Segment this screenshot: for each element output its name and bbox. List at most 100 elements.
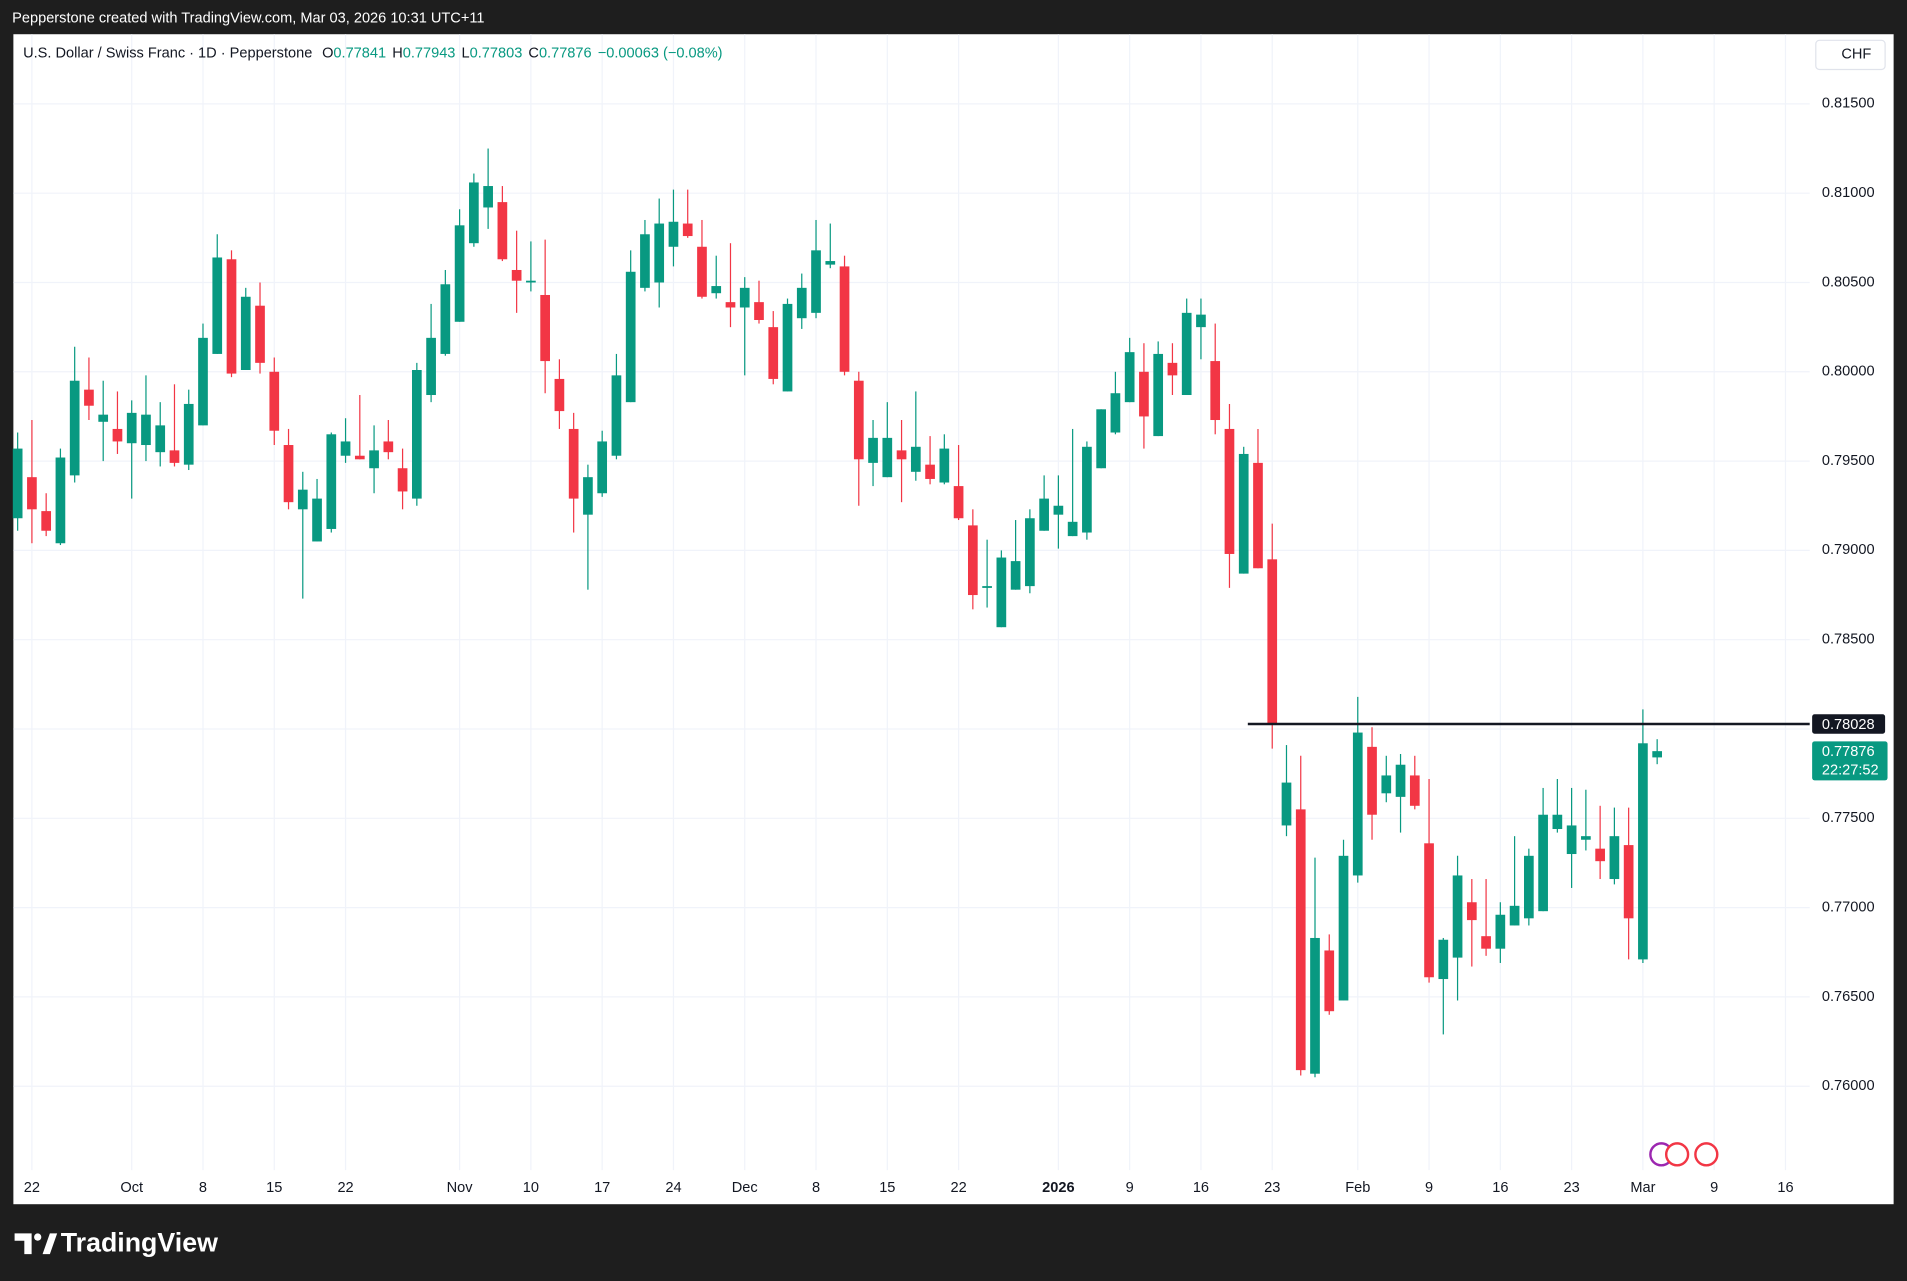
candle-body <box>1067 521 1078 537</box>
candle-body <box>1139 371 1149 417</box>
candle-body <box>839 266 850 372</box>
candle-body <box>910 446 921 472</box>
candle-body <box>155 425 166 453</box>
x-tick-label: 22 <box>337 1180 353 1196</box>
price-label: 0.77876 <box>1822 744 1875 760</box>
symbol: U.S. Dollar / Swiss Franc · 1D · Peppers… <box>23 46 312 62</box>
candle-body <box>1367 746 1377 815</box>
candle-body <box>226 259 237 374</box>
candle-body <box>283 445 294 503</box>
candle-body <box>1224 428 1235 554</box>
candle-body <box>1324 950 1335 1012</box>
candle-body <box>1196 314 1206 328</box>
candle-body <box>183 403 194 465</box>
x-tick-label: Nov <box>447 1180 474 1196</box>
candle-body <box>1638 743 1648 960</box>
candle-body <box>1566 825 1577 855</box>
x-tick-label: 16 <box>1777 1180 1793 1196</box>
candle-body <box>126 412 137 444</box>
x-tick-label: 2026 <box>1042 1180 1074 1196</box>
candle-body <box>1238 453 1249 574</box>
candle-body <box>996 557 1007 628</box>
candle-body <box>1096 409 1107 469</box>
y-tick-label: 0.79500 <box>1822 453 1875 469</box>
candle-body <box>297 489 308 510</box>
candle-body <box>354 455 365 460</box>
brand: TradingView <box>61 1227 218 1257</box>
candle-body <box>796 287 807 319</box>
event-icon[interactable] <box>1664 1142 1690 1167</box>
x-tick-label: 17 <box>594 1180 610 1196</box>
candle-body <box>1310 937 1320 1074</box>
event-icon[interactable] <box>1694 1142 1719 1167</box>
y-tick-label: 0.81000 <box>1822 185 1875 201</box>
candle-body <box>1153 353 1164 437</box>
ohlc-key: H <box>392 46 403 62</box>
level-label-box <box>1812 714 1886 734</box>
candle-body <box>1595 848 1605 862</box>
candle-body <box>1452 875 1463 958</box>
ohlc-key: L <box>462 46 470 62</box>
candle-body <box>1509 905 1520 926</box>
y-tick-label: 0.80500 <box>1822 274 1875 290</box>
candle-body <box>1053 505 1064 515</box>
y-tick-label: 0.77000 <box>1822 899 1875 915</box>
candle-body <box>112 428 123 442</box>
currency-box[interactable] <box>1815 39 1886 71</box>
candle-body <box>312 498 322 542</box>
candle-body <box>925 464 935 479</box>
candle-body <box>739 287 750 308</box>
candle-body <box>568 428 579 499</box>
candle-body <box>882 437 893 478</box>
level-label: 0.78028 <box>1822 717 1875 733</box>
candle-body <box>1552 814 1563 830</box>
x-tick-label: 9 <box>1126 1180 1134 1196</box>
candle-body <box>1352 732 1363 876</box>
candle-body <box>540 294 550 362</box>
y-tick-label: 0.76000 <box>1822 1078 1875 1094</box>
candle-body <box>1481 936 1491 949</box>
logo-mark <box>14 1233 32 1255</box>
x-tick-label: 8 <box>812 1180 820 1196</box>
candle-body <box>511 269 522 281</box>
candle-body <box>597 441 608 494</box>
candle-body <box>1538 814 1548 912</box>
countdown: 22:27:52 <box>1822 762 1879 778</box>
candle-body <box>526 280 536 283</box>
candle-body <box>255 305 265 363</box>
candle-body <box>1338 855 1349 1001</box>
chart-panel <box>13 34 1894 1205</box>
candle-body <box>640 234 650 288</box>
candle-body <box>782 303 793 392</box>
ohlc-value: 0.77943 <box>403 46 456 62</box>
candle-body <box>1438 939 1449 980</box>
candle-body <box>454 225 465 322</box>
candle-body <box>654 223 665 283</box>
candle-body <box>982 586 992 588</box>
candle-body <box>397 468 408 492</box>
candle-body <box>967 525 978 596</box>
candle-body <box>811 250 821 313</box>
candle-body <box>725 302 736 308</box>
candle-body <box>768 327 779 379</box>
candle-body <box>84 389 94 406</box>
x-tick-label: 16 <box>1193 1180 1209 1196</box>
candle-body <box>27 477 37 510</box>
x-tick-label: Oct <box>120 1180 143 1196</box>
x-tick-label: 22 <box>24 1180 40 1196</box>
y-tick-label: 0.78500 <box>1822 632 1875 648</box>
candle-body <box>411 370 422 499</box>
x-tick-label: 16 <box>1492 1180 1508 1196</box>
candle-body <box>853 380 864 460</box>
x-tick-label: 10 <box>523 1180 539 1196</box>
candle-body <box>1623 845 1634 919</box>
candle-body <box>1581 836 1591 840</box>
candle-body <box>1010 561 1021 590</box>
candle-body <box>1210 361 1221 421</box>
symbol-legend: U.S. Dollar / Swiss Franc · 1D · Peppers… <box>23 46 722 62</box>
candle-body <box>754 302 764 320</box>
candle-body <box>625 271 636 403</box>
y-tick-label: 0.80000 <box>1822 364 1875 380</box>
